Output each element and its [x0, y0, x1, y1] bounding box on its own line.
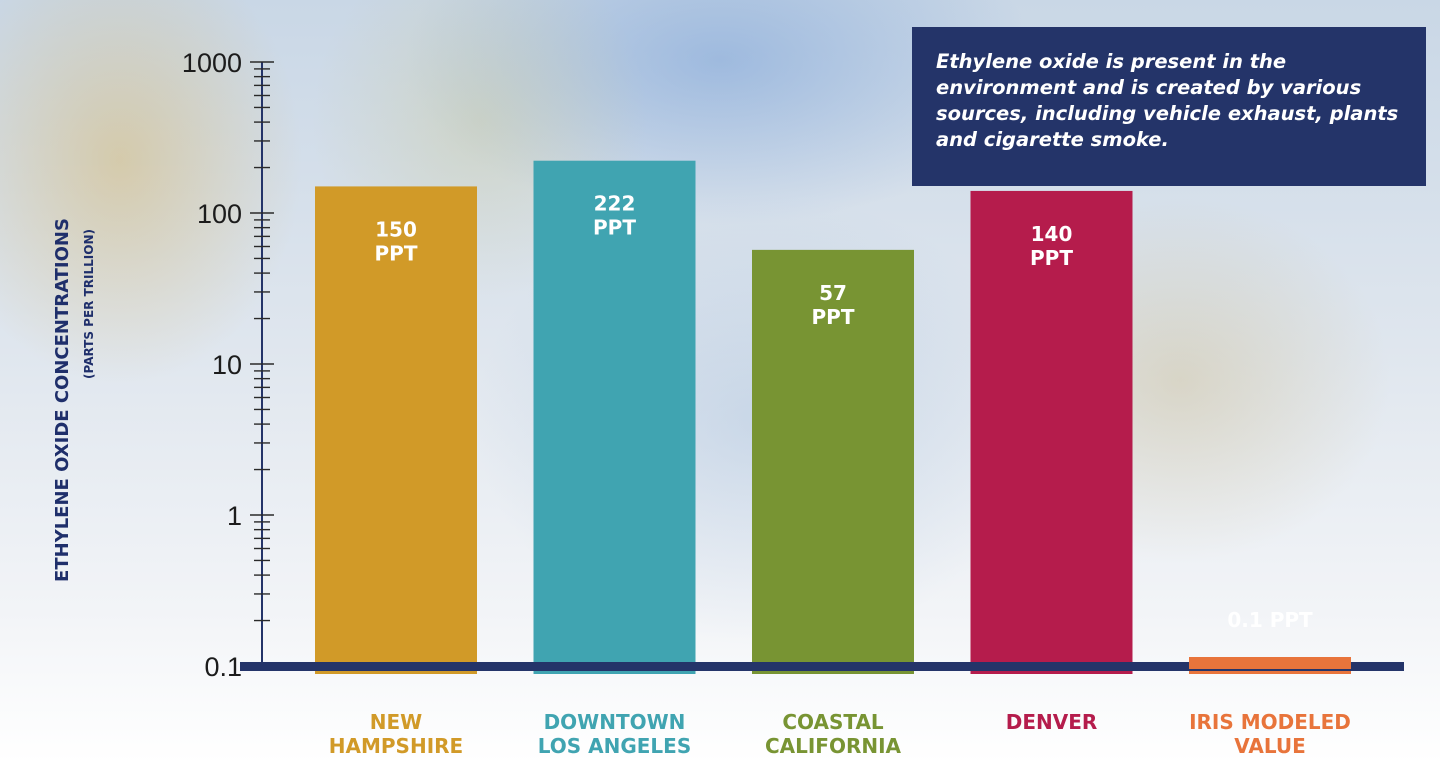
bar: [315, 186, 477, 674]
category-label: HAMPSHIRE: [329, 734, 463, 758]
y-axis-sublabel: (PARTS PER TRILLION): [82, 229, 96, 379]
bar-data-label: 222: [594, 192, 636, 216]
bar-data-label: PPT: [812, 305, 855, 329]
bar-data-label: 140: [1031, 222, 1073, 246]
y-tick-label: 1000: [182, 48, 242, 78]
bar-baseline-value: [1189, 661, 1351, 669]
y-tick-label: 100: [197, 199, 242, 229]
bar-data-label: 150: [375, 217, 417, 241]
category-label: DENVER: [1006, 710, 1098, 734]
bar-data-label: PPT: [593, 216, 636, 240]
y-axis-title: ETHYLENE OXIDE CONCENTRATIONS (PARTS PER…: [52, 218, 96, 582]
bar: [533, 160, 696, 675]
bar-data-label: 57: [819, 281, 847, 305]
x-axis-line: [240, 662, 1404, 671]
info-note-box: Ethylene oxide is present in the environ…: [912, 27, 1426, 186]
category-label: IRIS MODELED: [1189, 710, 1351, 734]
bar: [752, 249, 914, 674]
y-tick-label: 0.1: [204, 652, 242, 682]
category-label: DOWNTOWN: [544, 710, 686, 734]
y-axis: 1000 100 10 1 0.1: [182, 48, 274, 682]
y-axis-label: ETHYLENE OXIDE CONCENTRATIONS: [52, 218, 73, 582]
bar-data-label: PPT: [1030, 246, 1073, 270]
category-label: COASTAL: [782, 710, 884, 734]
category-label: LOS ANGELES: [538, 734, 692, 758]
x-axis: [240, 661, 1404, 671]
bar-data-label: PPT: [375, 241, 418, 265]
bar-data-label: 0.1 PPT: [1227, 608, 1313, 632]
info-note-text: Ethylene oxide is present in the environ…: [936, 50, 1399, 151]
category-label: NEW: [370, 710, 422, 734]
category-label: VALUE: [1234, 734, 1306, 758]
y-tick-label: 1: [227, 501, 242, 531]
bar: [970, 190, 1133, 674]
category-label: CALIFORNIA: [765, 734, 902, 758]
y-tick-label: 10: [212, 350, 242, 380]
